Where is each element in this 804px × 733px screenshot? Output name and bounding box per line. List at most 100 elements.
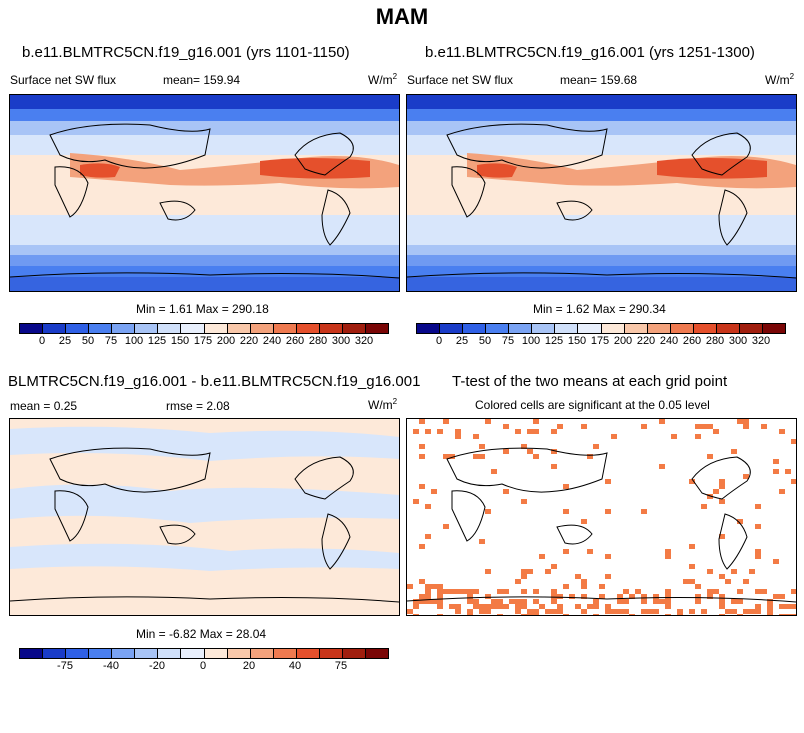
significant-cell: [629, 594, 635, 599]
significant-cell: [431, 489, 437, 494]
colorbar-tick-label: 320: [354, 335, 374, 347]
significant-cell: [533, 429, 539, 434]
colorbar-tick-label: 25: [58, 335, 72, 347]
significant-cell: [719, 479, 725, 484]
significant-cell: [467, 599, 473, 604]
significant-cell: [551, 564, 557, 569]
significant-cell: [425, 429, 431, 434]
significant-cell: [635, 589, 641, 594]
significant-cell: [719, 499, 725, 504]
significant-cell: [773, 594, 779, 599]
significant-cell: [407, 609, 413, 614]
significant-cell: [485, 609, 491, 614]
significant-cell: [425, 584, 431, 589]
significant-cell: [665, 589, 671, 594]
significant-cell: [791, 439, 796, 444]
significant-cell: [521, 614, 527, 615]
colorbar-swatch: [135, 649, 159, 658]
significant-cell: [731, 449, 737, 454]
colorbar-swatch: [20, 649, 44, 658]
significant-cell: [527, 449, 533, 454]
colorbar-swatch: [204, 324, 228, 333]
significant-cell: [761, 424, 767, 429]
significant-cell: [755, 589, 761, 594]
significant-cell: [449, 604, 455, 609]
panel-title-bottom-left: BLMTRC5CN.f19_g16.001 - b.e11.BLMTRC5CN.…: [8, 373, 421, 390]
significant-cell: [623, 599, 629, 604]
colorbar-tick-label: 240: [262, 335, 282, 347]
colorbar-tick-label: 300: [331, 335, 351, 347]
significant-cell: [449, 589, 455, 594]
significant-cell: [779, 594, 785, 599]
significant-cell: [665, 594, 671, 599]
significant-cell: [581, 519, 587, 524]
sw-flux-map-early: [10, 95, 399, 291]
significant-cell: [593, 614, 599, 615]
significant-cell: [413, 499, 419, 504]
colorbar-swatch: [43, 649, 67, 658]
significant-cell: [575, 604, 581, 609]
significant-cell: [605, 554, 611, 559]
significant-cell: [785, 469, 791, 474]
significant-cell: [503, 489, 509, 494]
significant-cell: [521, 499, 527, 504]
significant-cell: [725, 609, 731, 614]
significant-cell: [455, 609, 461, 614]
significant-cell: [719, 534, 725, 539]
significant-cell: [785, 614, 791, 615]
significant-cell: [593, 604, 599, 609]
colorbar-swatch: [319, 324, 343, 333]
significant-cell: [467, 589, 473, 594]
significant-cell: [479, 604, 485, 609]
significant-cell: [767, 614, 773, 615]
significant-cell: [467, 614, 473, 615]
significant-cell: [455, 589, 461, 594]
significant-cell: [791, 614, 796, 615]
significant-cell: [731, 609, 737, 614]
significant-cell: [455, 604, 461, 609]
significant-cell: [623, 609, 629, 614]
significant-cell: [791, 589, 796, 594]
significant-cell: [617, 594, 623, 599]
significant-cell: [719, 614, 725, 615]
significant-cell: [737, 519, 743, 524]
significant-cell: [485, 419, 491, 424]
significant-cell: [425, 534, 431, 539]
colorbar-tick-label: 0: [199, 660, 207, 672]
significant-cell: [485, 604, 491, 609]
minmax-top-left: Min = 1.61 Max = 290.18: [136, 302, 269, 316]
significant-cell: [629, 614, 635, 615]
colorbar-tick-label: 0: [38, 335, 46, 347]
colorbar-swatch: [250, 649, 274, 658]
significant-cell: [425, 504, 431, 509]
significant-cell: [611, 609, 617, 614]
significant-cell: [755, 609, 761, 614]
significant-cell: [743, 609, 749, 614]
significant-cell: [437, 429, 443, 434]
colorbar-swatch: [624, 324, 648, 333]
significant-cell: [503, 449, 509, 454]
significant-cell: [755, 604, 761, 609]
ttest-significance-map: [407, 419, 796, 615]
significant-cell: [419, 579, 425, 584]
map-panel-bottom-right: [406, 418, 797, 616]
significant-cell: [731, 599, 737, 604]
significant-cell: [695, 434, 701, 439]
significant-cell: [605, 604, 611, 609]
colorbar-swatch: [66, 649, 90, 658]
significant-cell: [767, 609, 773, 614]
significant-cell: [437, 614, 443, 615]
significant-cell: [533, 454, 539, 459]
significant-cell: [521, 599, 527, 604]
colorbar-tick-label: 150: [567, 335, 587, 347]
colorbar-swatch: [135, 324, 159, 333]
colorbar-tick-label: 150: [170, 335, 190, 347]
mean-label-bottom-left: mean = 0.25: [10, 399, 78, 413]
significant-cell: [503, 424, 509, 429]
colorbar-bottom-left: [19, 648, 389, 659]
variable-label-top-left: Surface net SW flux: [10, 73, 117, 87]
significant-cell: [665, 614, 671, 615]
colorbar-tick-label: 220: [636, 335, 656, 347]
significant-cell: [641, 609, 647, 614]
colorbar-swatch: [89, 649, 113, 658]
